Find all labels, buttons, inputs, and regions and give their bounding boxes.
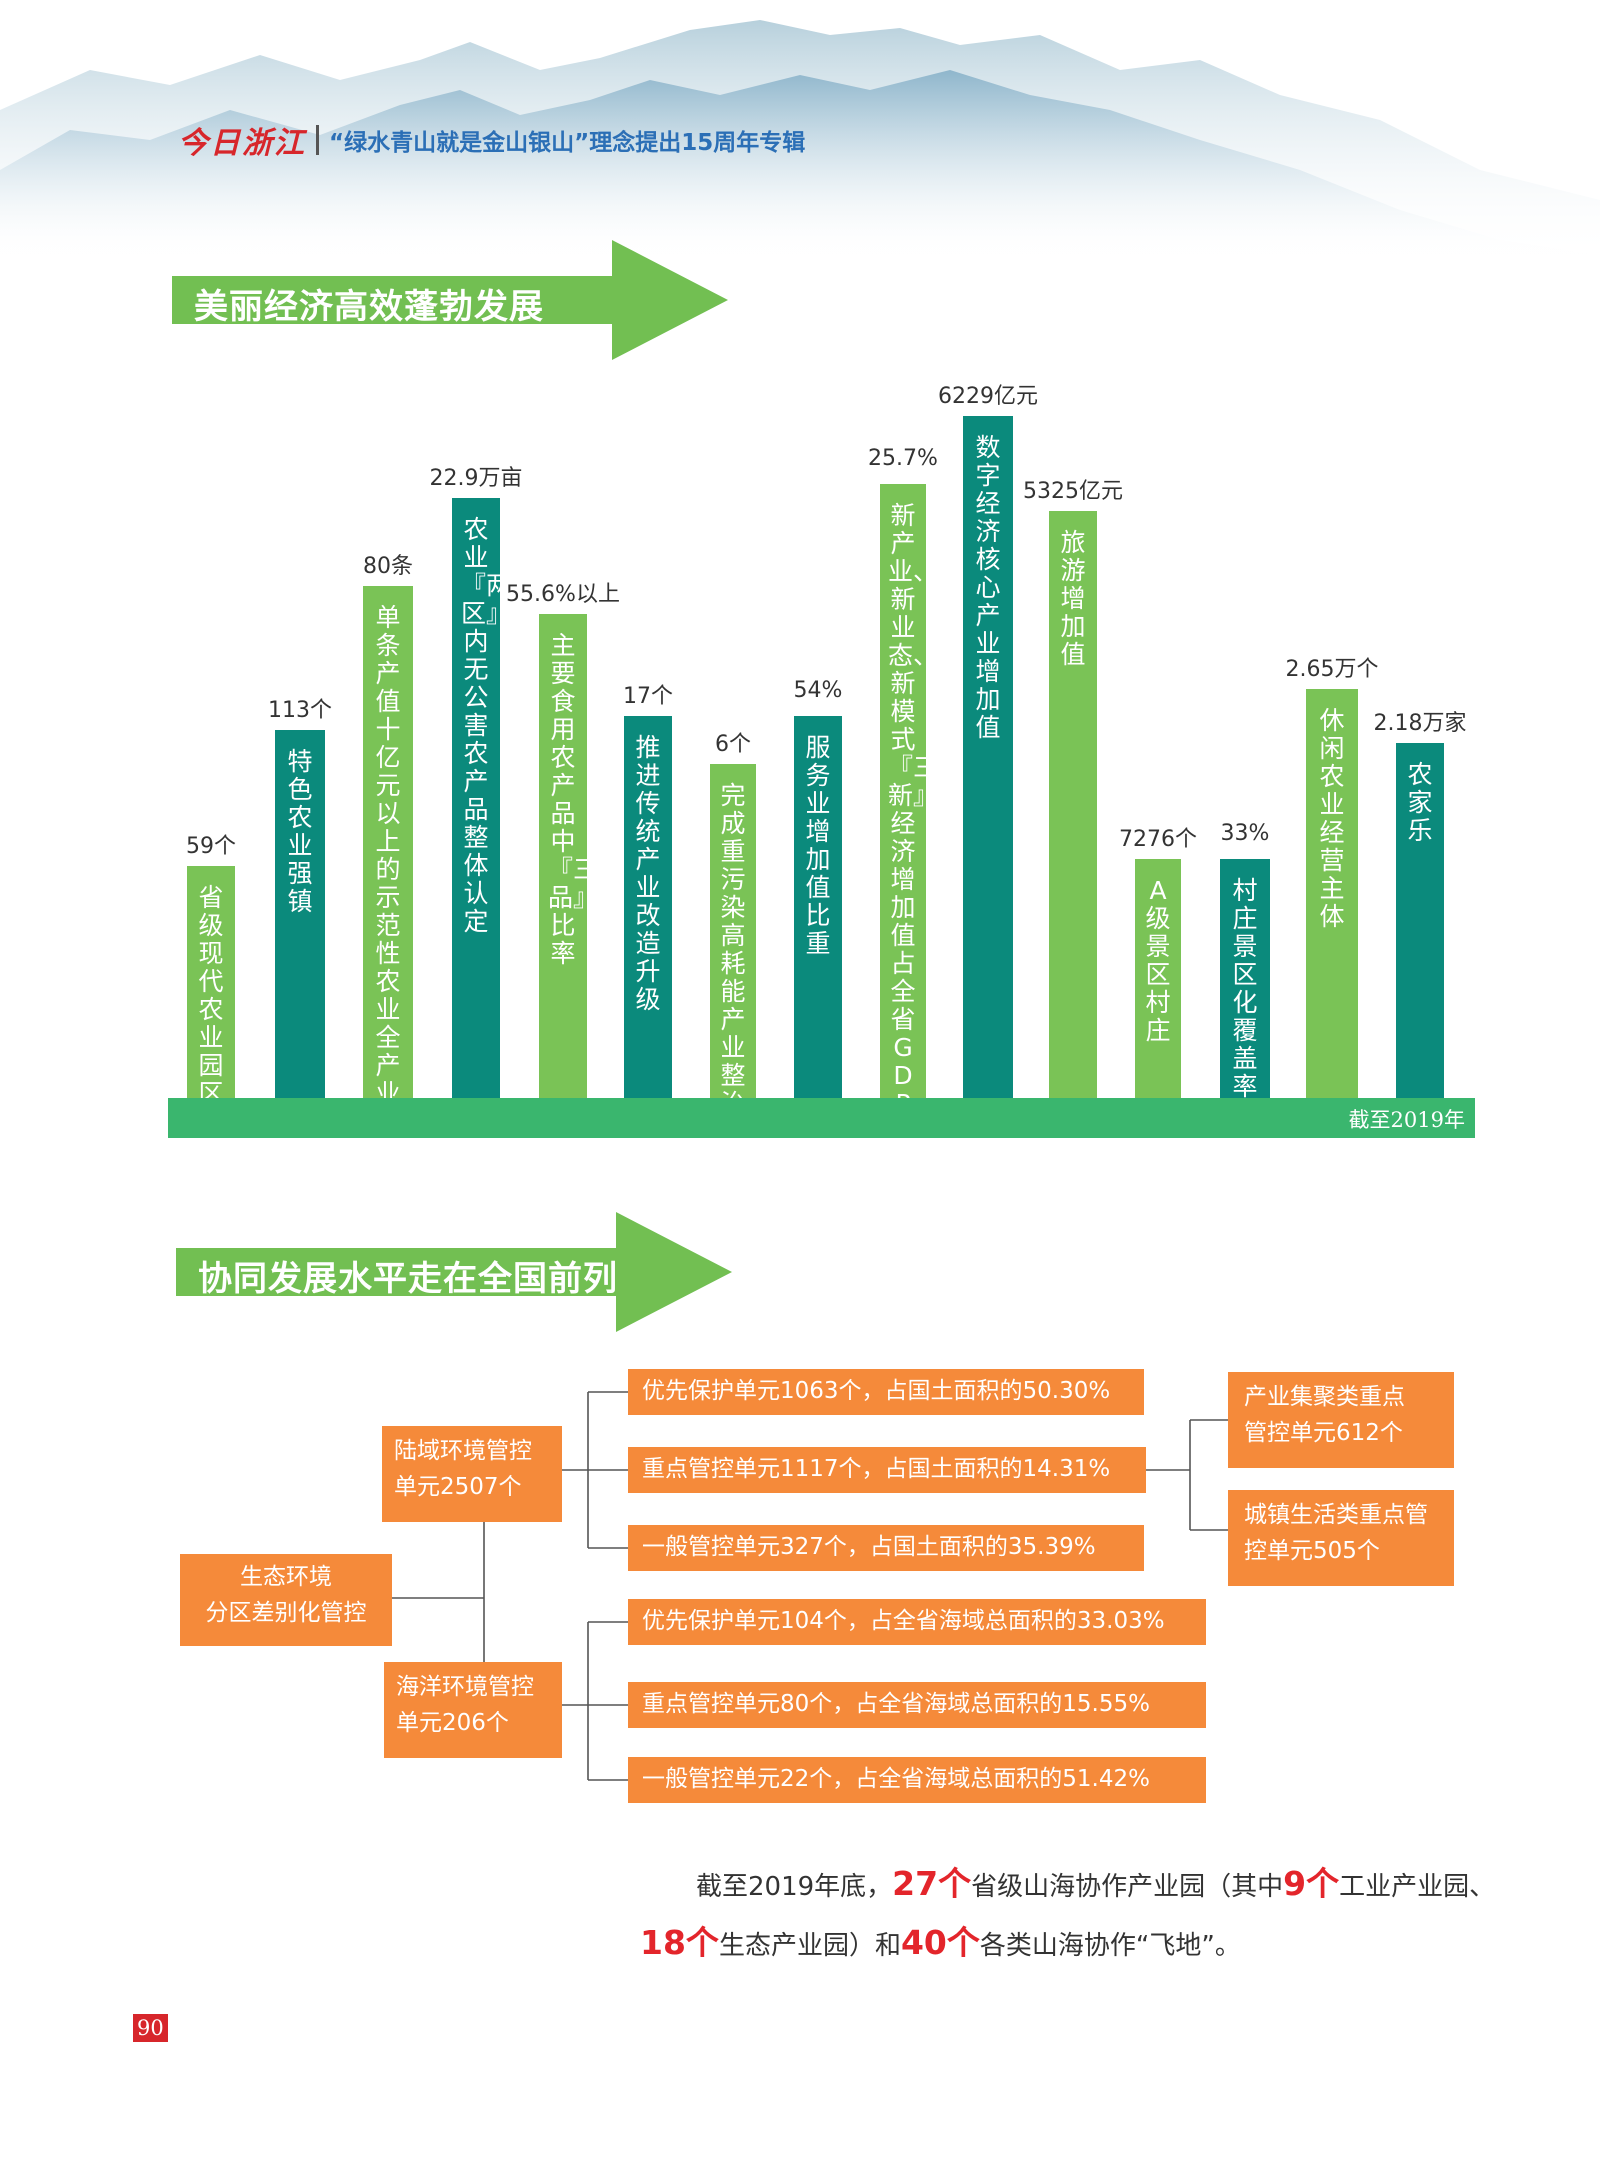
bar-label: 推进传统产业改造升级 [635,733,661,1014]
root-node: 生态环境 分区差别化管控 [180,1554,392,1646]
summary-highlight-4: 40个 [900,1923,980,1962]
land-key-control: 重点管控单元1117个，占国土面积的14.31% [628,1447,1146,1493]
land-general-control: 一般管控单元327个，占国土面积的35.39% [628,1525,1144,1571]
summary-highlight-1: 27个 [892,1864,972,1903]
bar-value: 80条 [363,554,413,579]
summary-text-5: 各类山海协作“飞地”。 [979,1931,1241,1961]
header-divider [316,125,319,155]
land-priority-protection: 优先保护单元1063个，占国土面积的50.30% [628,1369,1144,1415]
land-line-1: 陆域环境管控 [394,1438,532,1464]
summary-text-4: 生态产业园）和 [718,1931,901,1961]
bar-10: 数字经济核心产业增加值 [963,416,1013,1098]
land-control-node: 陆域环境管控 单元2507个 [382,1426,562,1522]
bar-label: 服务业增加值比重 [805,733,831,958]
bar-value: 59个 [186,834,236,859]
section2-title: 协同发展水平走在全国前列 [198,1259,618,1299]
urban-line-1: 城镇生活类重点管 [1244,1502,1428,1528]
bar-14: 休闲农业经营主体 [1306,689,1358,1098]
bar-label: 旅游增加值 [1060,528,1086,669]
bar-11: 旅游增加值 [1049,511,1097,1098]
bar-2: 特色农业强镇 [275,730,325,1098]
bar-value: 5325亿元 [1023,479,1123,504]
sea-key-control: 重点管控单元80个，占全省海域总面积的15.55% [628,1682,1206,1728]
sea-line-1: 海洋环境管控 [396,1674,534,1700]
bar-label: 休闲农业经营主体 [1319,706,1345,931]
bar-8: 服务业增加值比重 [794,716,842,1098]
industry-line-2: 管控单元612个 [1244,1419,1403,1446]
summary-text-1: 截至2019年底， [696,1872,893,1902]
root-line-2: 分区差别化管控 [205,1599,367,1626]
land-line-2: 单元2507个 [394,1473,522,1500]
section1-banner: 美丽经济高效蓬勃发展 [172,240,728,360]
section2-banner: 协同发展水平走在全国前列 [176,1212,732,1332]
bar-label: A级景区村庄 [1145,876,1171,1045]
bar-value: 113个 [268,698,332,723]
industry-cluster-control-node: 产业集聚类重点 管控单元612个 [1228,1372,1454,1468]
bar-value: 55.6%以上 [506,582,620,607]
bar-value: 2.65万个 [1285,657,1379,682]
urban-living-control-node: 城镇生活类重点管 控单元505个 [1228,1490,1454,1586]
bar-3: 单条产值十亿元以上的示范性农业全产业链 [363,586,413,1136]
bar-value: 6个 [715,732,751,757]
mountain-background [0,20,1600,260]
bar-value: 54% [793,678,843,703]
sea-control-node: 海洋环境管控 单元206个 [384,1662,562,1758]
sea-line-2: 单元206个 [396,1709,509,1736]
bar-value: 2.18万家 [1373,711,1467,736]
page-number: 90 [133,2014,168,2042]
bar-value: 25.7% [868,446,938,471]
bar-6: 推进传统产业改造升级 [624,716,672,1098]
summary-text-2: 省级山海协作产业园（其中 [971,1872,1284,1902]
bar-9: 新产业、新业态、新模式『三新』经济增加值占全省GDP [880,484,938,1118]
bar-15: 农家乐 [1396,743,1444,1098]
summary-highlight-3: 18个 [640,1923,719,1962]
section1-title: 美丽经济高效蓬勃发展 [194,287,544,327]
bar-label: 数字经济核心产业增加值 [975,433,1001,742]
bar-value: 33% [1220,821,1270,846]
industry-line-1: 产业集聚类重点 [1244,1384,1405,1410]
page-header: 今日浙江 “绿水青山就是金山银山”理念提出15周年专辑 [178,122,806,161]
header-title: “绿水青山就是金山银山”理念提出15周年专辑 [329,130,806,156]
bar-value: 17个 [623,684,673,709]
bar-12: A级景区村庄 [1135,859,1181,1098]
bar-value: 7276个 [1119,827,1197,852]
summary-highlight-2: 9个 [1283,1864,1340,1903]
root-line-1: 生态环境 [240,1564,332,1590]
bar-13: 村庄景区化覆盖率 [1220,859,1270,1101]
bar-1: 省级现代农业园区 [187,866,235,1108]
bar-value: 6229亿元 [938,384,1038,409]
summary-text-3: 工业产业园、 [1339,1872,1496,1902]
sea-priority-protection: 优先保护单元104个，占全省海域总面积的33.03% [628,1599,1206,1645]
bar-label: 省级现代农业园区 [198,883,224,1108]
summary-paragraph: 截至2019年底，27个省级山海协作产业园（其中9个工业产业园、 18个生态产业园… [640,1856,1500,1974]
chart-baseline: 截至2019年 [168,1098,1475,1138]
bar-label: 农家乐 [1407,760,1433,845]
urban-line-2: 控单元505个 [1244,1537,1380,1564]
publication-logo: 今日浙江 [178,126,306,161]
bar-label: 特色农业强镇 [287,747,313,916]
bar-label: 村庄景区化覆盖率 [1232,876,1258,1101]
bar-value: 22.9万亩 [429,466,523,491]
sea-general-control: 一般管控单元22个，占全省海域总面积的51.42% [628,1757,1206,1803]
chart-date-note: 截至2019年 [1348,1108,1465,1132]
